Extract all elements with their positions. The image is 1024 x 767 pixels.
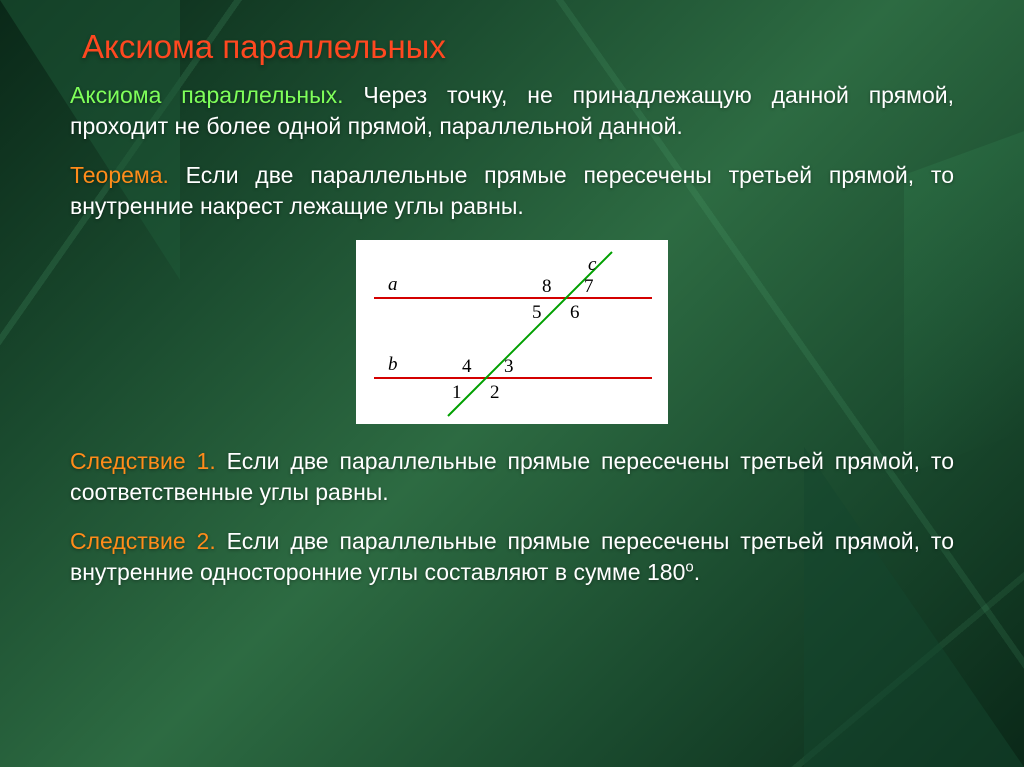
diagram-svg: a b c 8 7 5 6 4 3 1 2 [356, 240, 668, 424]
label-b: b [388, 354, 398, 375]
degree-symbol: о [685, 559, 693, 576]
angle-3: 3 [504, 356, 514, 377]
angles-diagram: a b c 8 7 5 6 4 3 1 2 [356, 240, 668, 424]
angle-7: 7 [584, 276, 594, 297]
corollary-1-paragraph: Следствие 1. Если две параллельные прямы… [70, 446, 954, 508]
angle-1: 1 [452, 382, 462, 403]
angle-6: 6 [570, 302, 580, 323]
corollary-2-paragraph: Следствие 2. Если две параллельные прямы… [70, 526, 954, 588]
theorem-paragraph: Теорема. Если две параллельные прямые пе… [70, 160, 954, 222]
corollary-2-label: Следствие 2. [70, 528, 216, 554]
axiom-label: Аксиома параллельных. [70, 82, 344, 108]
angle-8: 8 [542, 276, 552, 297]
angle-4: 4 [462, 356, 472, 377]
corollary-2-text-b: . [694, 559, 700, 585]
theorem-label: Теорема. [70, 162, 169, 188]
angle-numbers: 8 7 5 6 4 3 1 2 [452, 276, 594, 403]
slide-content: Аксиома параллельных Аксиома параллельны… [0, 0, 1024, 767]
label-c: c [588, 254, 597, 275]
corollary-1-label: Следствие 1. [70, 448, 216, 474]
label-a: a [388, 274, 398, 295]
angle-2: 2 [490, 382, 500, 403]
slide-title: Аксиома параллельных [70, 28, 954, 66]
angle-5: 5 [532, 302, 542, 323]
diagram-container: a b c 8 7 5 6 4 3 1 2 [70, 240, 954, 424]
axiom-paragraph: Аксиома параллельных. Через точку, не пр… [70, 80, 954, 142]
theorem-text: Если две параллельные прямые пересечены … [70, 162, 954, 219]
